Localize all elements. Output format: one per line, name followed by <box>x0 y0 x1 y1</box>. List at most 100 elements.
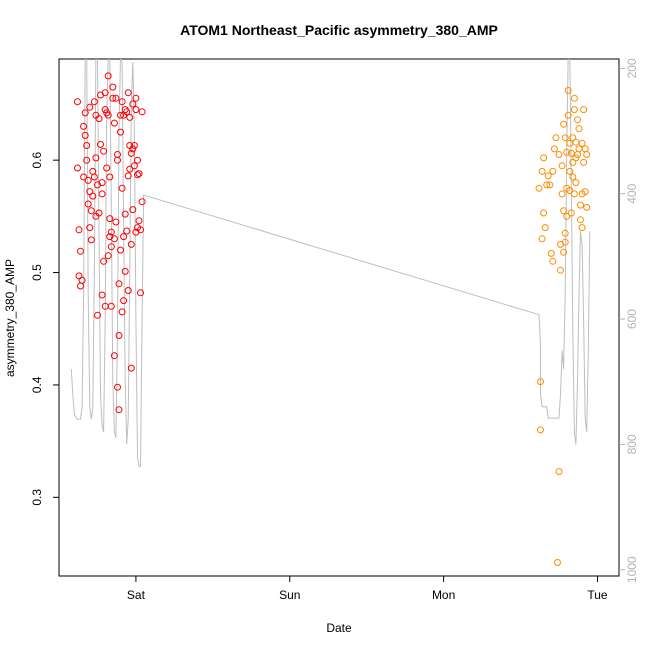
data-point <box>78 276 86 284</box>
data-point <box>578 224 586 232</box>
data-point <box>81 109 89 117</box>
data-point <box>132 94 140 102</box>
depth-line <box>70 59 591 467</box>
y-tick-label: 0.4 <box>30 376 44 393</box>
data-point <box>130 142 138 149</box>
x-tick-label: Mon <box>432 588 455 602</box>
data-point <box>549 167 557 175</box>
data-point <box>94 311 101 319</box>
data-point <box>549 257 557 265</box>
data-point <box>564 111 572 119</box>
data-point <box>92 111 100 119</box>
depth-tick-label: 600 <box>625 309 639 329</box>
data-point <box>558 190 566 198</box>
data-point <box>121 210 129 218</box>
data-point <box>537 378 544 386</box>
data-point <box>98 291 106 299</box>
data-point <box>538 235 546 243</box>
data-point <box>561 238 569 246</box>
data-point <box>577 216 584 224</box>
x-axis: Sat Sun Mon Tue <box>127 576 608 602</box>
data-point <box>540 209 548 217</box>
data-point <box>92 154 100 162</box>
data-point <box>97 140 104 148</box>
data-point <box>117 246 124 254</box>
data-point <box>135 170 143 178</box>
data-point <box>89 167 97 175</box>
data-point <box>110 119 118 127</box>
data-point <box>127 149 135 157</box>
depth-tick-label: 400 <box>625 183 639 203</box>
y-tick-label: 0.6 <box>30 151 44 168</box>
data-point <box>552 134 560 142</box>
data-point <box>109 94 117 102</box>
chart-title: ATOM1 Northeast_Pacific asymmetry_380_AM… <box>180 22 498 38</box>
x-tick-label: Sun <box>279 588 300 602</box>
data-point <box>540 154 548 162</box>
data-point <box>114 156 121 164</box>
data-point <box>84 176 92 184</box>
data-point <box>120 233 128 241</box>
data-point <box>558 162 566 170</box>
data-point <box>118 184 126 192</box>
data-point <box>563 148 571 156</box>
data-point <box>569 134 577 142</box>
data-point <box>98 179 106 187</box>
data-point <box>104 111 112 119</box>
data-point <box>84 200 92 208</box>
data-point <box>124 89 132 97</box>
data-point <box>127 240 135 248</box>
data-point <box>572 154 580 162</box>
data-point <box>86 188 94 196</box>
data-point <box>138 198 146 206</box>
data-point <box>129 145 137 153</box>
data-point <box>117 111 124 119</box>
data-point <box>110 352 118 360</box>
data-point <box>77 247 84 255</box>
depth-tick-label: 200 <box>625 58 639 78</box>
data-point <box>583 151 591 158</box>
data-point <box>555 151 563 158</box>
data-point <box>98 190 106 198</box>
data-point <box>80 173 88 181</box>
data-point <box>100 257 108 265</box>
data-point <box>567 209 575 217</box>
data-point <box>561 134 569 142</box>
x-axis-label: Date <box>326 621 352 635</box>
data-point <box>566 139 574 147</box>
y-tick-label: 0.3 <box>30 489 44 506</box>
depth-tick-label: 800 <box>625 434 639 454</box>
data-point <box>138 108 146 116</box>
data-point <box>578 139 586 147</box>
data-point <box>81 131 89 139</box>
data-point <box>127 364 135 372</box>
data-point <box>115 332 123 339</box>
data-point <box>104 252 112 260</box>
data-point <box>137 289 144 297</box>
data-point <box>581 145 589 153</box>
y-axis: 0.3 0.4 0.5 0.6 <box>30 151 59 506</box>
data-point <box>134 156 141 164</box>
data-point <box>129 100 137 108</box>
data-point <box>118 98 126 106</box>
data-point <box>564 87 572 94</box>
data-point <box>107 228 115 236</box>
data-point <box>570 106 578 114</box>
data-point <box>130 162 138 170</box>
data-point <box>103 164 111 172</box>
x-tick-label: Sat <box>127 588 146 602</box>
data-point <box>575 145 583 153</box>
data-point <box>575 125 583 133</box>
data-point <box>570 190 578 198</box>
data-point <box>121 267 129 275</box>
data-point <box>543 181 551 189</box>
data-point <box>572 179 580 187</box>
depth-tick-label: 1000 <box>625 556 639 583</box>
data-point <box>544 172 552 180</box>
data-point <box>132 106 140 114</box>
data-points-layer <box>74 72 591 566</box>
data-point <box>101 89 109 97</box>
data-point <box>541 224 549 232</box>
data-point <box>74 98 81 106</box>
depth-line-layer <box>70 59 591 467</box>
